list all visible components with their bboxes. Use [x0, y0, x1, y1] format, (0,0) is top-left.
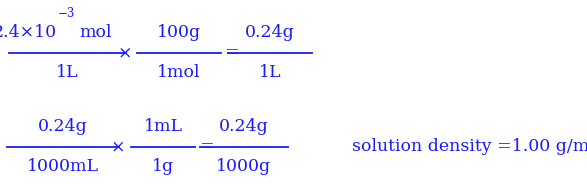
- Text: mol: mol: [79, 24, 112, 41]
- Text: =: =: [225, 44, 239, 61]
- Text: −3: −3: [58, 7, 76, 20]
- Text: solution density =1.00 g/mL: solution density =1.00 g/mL: [352, 138, 587, 155]
- Text: 1mol: 1mol: [157, 64, 201, 81]
- Text: ×: ×: [110, 138, 124, 155]
- Text: 0.24g: 0.24g: [245, 24, 295, 41]
- Text: 2.4×10: 2.4×10: [0, 24, 57, 41]
- Text: 1L: 1L: [56, 64, 79, 81]
- Text: 1000mL: 1000mL: [27, 158, 99, 175]
- Text: 0.24g: 0.24g: [38, 118, 87, 135]
- Text: 1L: 1L: [259, 64, 281, 81]
- Text: =: =: [200, 138, 214, 155]
- Text: 100g: 100g: [157, 24, 201, 41]
- Text: ×: ×: [117, 44, 131, 61]
- Text: 1mL: 1mL: [144, 118, 183, 135]
- Text: 1g: 1g: [152, 158, 174, 175]
- Text: 0.24g: 0.24g: [219, 118, 268, 135]
- Text: 1000g: 1000g: [216, 158, 271, 175]
